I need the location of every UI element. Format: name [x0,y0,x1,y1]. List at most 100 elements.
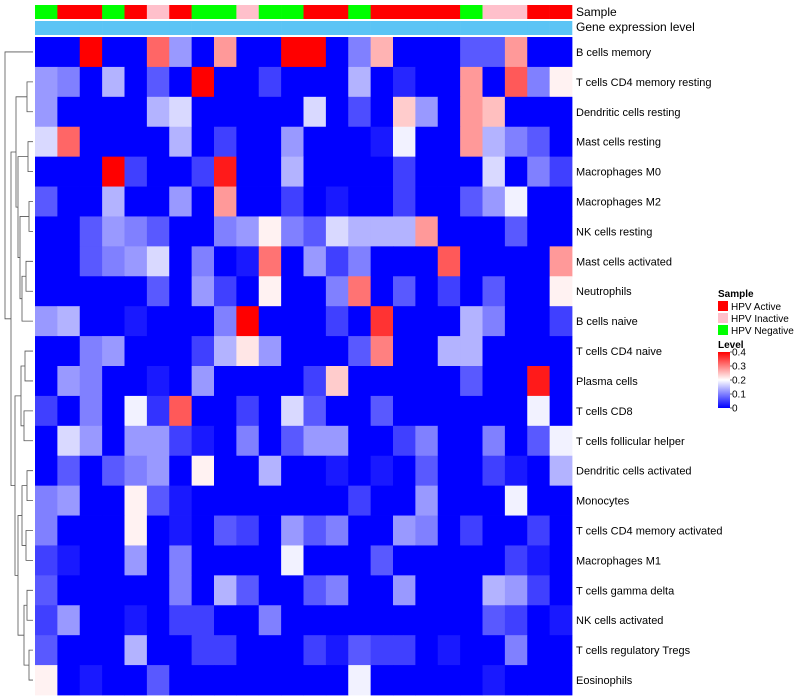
heatmap-cell [460,425,483,457]
heatmap-cell [79,575,103,606]
heatmap-cell [214,605,237,636]
dendrogram-branch [26,81,33,113]
gene-level-cell [348,21,371,35]
heatmap-cell [236,186,260,217]
heatmap-cell [527,246,551,277]
heatmap-cell [79,605,103,636]
heatmap-cell [258,485,282,516]
heatmap-cell [191,306,215,337]
heatmap-cell [191,186,215,217]
heatmap-cell [415,395,439,427]
heatmap-cell [415,515,439,546]
heatmap-cell [549,96,573,128]
heatmap-cell [191,96,215,128]
heatmap-cell [393,186,416,217]
heatmap-cell [325,366,349,397]
heatmap-cell [124,545,148,576]
heatmap-cell [191,605,215,636]
heatmap-cell [258,425,282,457]
row-label: NK cells activated [576,615,663,627]
heatmap-cell [191,635,215,666]
heatmap-cell [191,455,215,487]
heatmap-cell [549,66,573,98]
heatmap-cell [258,366,282,397]
row-label: B cells memory [576,47,652,59]
dendrogram-branch [21,275,33,322]
sample-annotation-cell [281,5,304,19]
heatmap-cell [236,156,260,187]
heatmap-cell [437,485,461,516]
heatmap-cell [214,336,237,367]
heatmap-cell [281,425,304,457]
heatmap-cell [258,156,282,187]
sample-annotation-cell [527,5,550,19]
heatmap-cell [549,515,573,546]
heatmap-cell [482,635,506,666]
heatmap-cell [549,575,573,606]
heatmap-cell [415,425,439,457]
gene-level-cell [102,21,125,35]
heatmap-cell [79,515,103,546]
heatmap-cell [549,635,573,666]
heatmap-cell [79,156,103,187]
heatmap-cell [102,156,125,187]
row-label: Mast cells resting [576,137,661,149]
heatmap-cell [504,515,528,546]
heatmap-cell [236,665,260,696]
heatmap-cell [169,96,193,128]
heatmap-cell [35,306,58,337]
heatmap-cell [527,186,551,217]
heatmap-cell [460,605,483,636]
sample-annotation-cell [549,5,573,19]
sample-legend-swatch [718,325,728,335]
heatmap-cell [236,336,260,367]
heatmap-cell [169,515,193,546]
heatmap-cell [146,66,170,98]
gene-level-cell [236,21,260,35]
heatmap-cell [370,37,394,68]
heatmap-cell [236,545,260,576]
heatmap-cell [460,246,483,277]
dendrogram-branch [28,201,33,232]
heatmap-cell [303,485,327,516]
heatmap-cell [258,276,282,307]
heatmap-cell [124,336,148,367]
heatmap-cell [303,545,327,576]
heatmap-cell [102,336,125,367]
heatmap-cell [124,126,148,158]
heatmap-cell [460,545,483,576]
heatmap-cell [281,366,304,397]
heatmap-cell [124,66,148,98]
heatmap-cell [325,665,349,696]
heatmap-cell [482,545,506,576]
heatmap-cell [325,37,349,68]
heatmap-cell [370,366,394,397]
heatmap-cell [57,306,81,337]
heatmap-cell [124,306,148,337]
sample-annotation-track [35,5,573,19]
heatmap-cell [482,515,506,546]
gene-level-cell [415,21,439,35]
heatmap-cell [146,37,170,68]
heatmap-cell [169,425,193,457]
heatmap-cell [437,605,461,636]
heatmap-cell [460,665,483,696]
heatmap-cell [482,395,506,427]
heatmap-cell [303,635,327,666]
heatmap-cell [102,635,125,666]
heatmap-cell [437,515,461,546]
heatmap-cell [124,485,148,516]
heatmap-cell [146,425,170,457]
heatmap-cell [146,395,170,427]
heatmap-cell [124,246,148,277]
sample-annotation-cell [415,5,439,19]
heatmap-cell [370,66,394,98]
heatmap-cell [236,276,260,307]
heatmap-cell [236,96,260,128]
heatmap-cell [437,425,461,457]
heatmap-cell [415,66,439,98]
heatmap-cell [482,425,506,457]
heatmap-cell [325,156,349,187]
heatmap-cell [124,156,148,187]
heatmap-cell [527,515,551,546]
